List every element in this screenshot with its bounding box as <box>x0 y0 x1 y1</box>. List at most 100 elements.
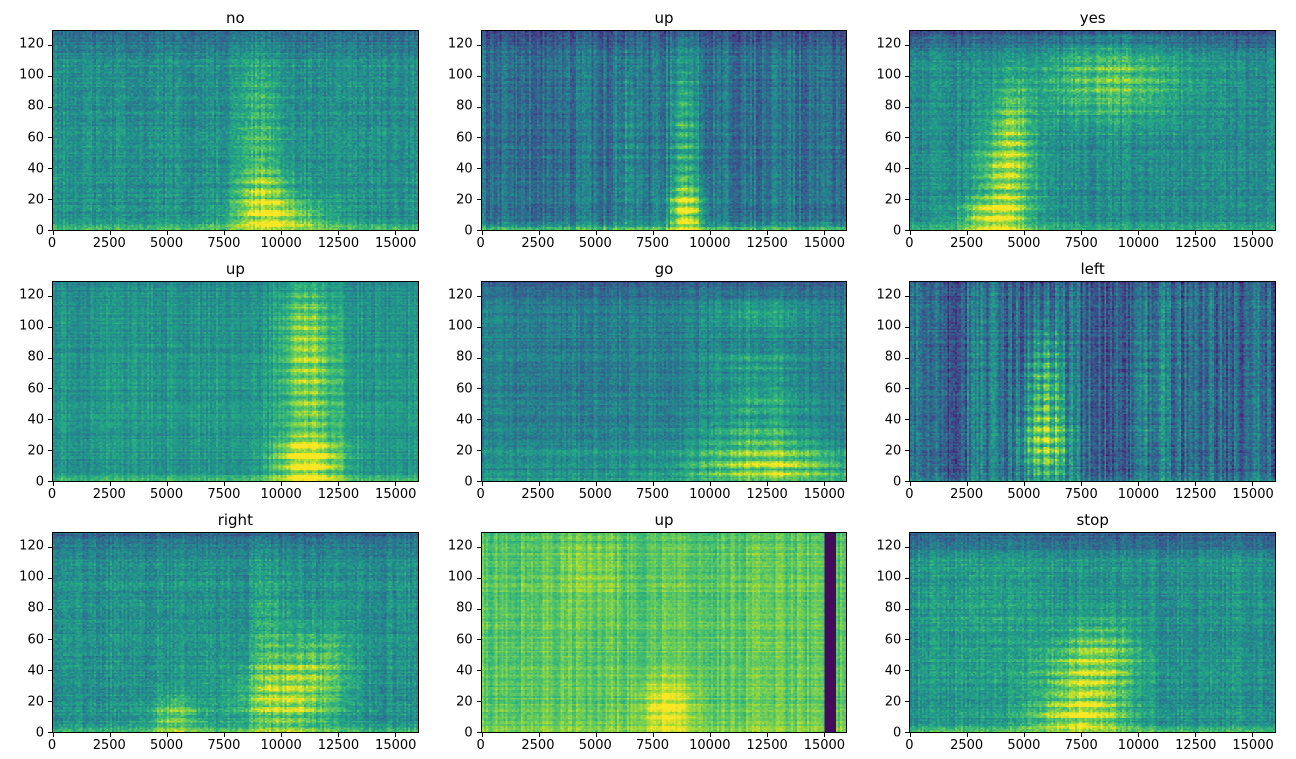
x-axis: 0 2500 5000 7500 10000 12500 15000 <box>48 482 419 506</box>
x-tick-mark <box>1138 231 1140 235</box>
subplot-1-up: up 0 20 40 60 80 100 120 0 2500 5000 7500 10000 12500… <box>433 4 862 255</box>
x-tick-label: 12500 <box>746 738 788 753</box>
x-tick-label: 5000 <box>578 738 612 753</box>
x-tick-mark <box>766 482 768 486</box>
x-tick-label: 7500 <box>635 236 670 251</box>
x-tick-label: 12500 <box>317 236 360 251</box>
y-tick-mark <box>48 481 52 482</box>
x-tick-mark <box>1024 231 1026 235</box>
spectrogram-heatmap <box>53 31 418 230</box>
x-tick-label: 12500 <box>746 487 788 502</box>
x-tick-mark <box>967 733 969 737</box>
plot-area <box>905 30 1276 235</box>
x-tick-label: 5000 <box>150 487 184 502</box>
subplot-title: yes <box>1079 9 1106 27</box>
y-tick-label: 80 <box>884 349 902 365</box>
y-tick-mark <box>48 230 52 231</box>
x-tick-label: 10000 <box>1117 236 1160 251</box>
y-tick-mark <box>905 639 910 641</box>
x-tick-mark <box>910 733 912 737</box>
subplot-5-left: left 0 20 40 60 80 100 120 0 2500 5000 7500 10000 125… <box>861 255 1290 506</box>
x-tick-mark <box>910 482 912 486</box>
plot-area <box>476 30 848 235</box>
x-tick-mark <box>337 482 339 486</box>
x-tick-label: 10000 <box>689 487 731 502</box>
y-tick-label: 80 <box>27 98 44 114</box>
y-tick-mark <box>476 577 481 579</box>
x-tick-mark <box>538 482 540 486</box>
x-tick-label: 12500 <box>1175 487 1217 502</box>
y-tick-mark <box>48 295 52 297</box>
x-tick-mark <box>223 482 225 486</box>
x-tick-label: 15000 <box>803 236 846 251</box>
plot-area <box>476 532 848 737</box>
x-tick-label: 7500 <box>207 487 241 502</box>
y-tick-mark <box>905 230 910 231</box>
x-tick-label: 0 <box>476 236 485 251</box>
plot-area <box>905 532 1276 737</box>
y-tick-label: 20 <box>27 694 44 710</box>
y-tick-mark <box>476 732 481 733</box>
x-tick-label: 10000 <box>260 487 302 502</box>
x-tick-label: 2500 <box>950 487 984 502</box>
subplot-title: stop <box>1076 511 1109 529</box>
x-tick-label: 10000 <box>689 236 731 251</box>
x-tick-mark <box>967 482 969 486</box>
x-tick-mark <box>823 733 825 737</box>
x-tick-label: 10000 <box>260 236 302 251</box>
x-tick-label: 12500 <box>317 738 360 753</box>
y-tick-label: 100 <box>876 67 902 83</box>
x-tick-mark <box>766 733 768 737</box>
x-tick-mark <box>109 733 111 737</box>
x-tick-label: 2500 <box>92 487 126 502</box>
y-tick-mark <box>476 419 481 421</box>
y-tick-mark <box>476 168 481 170</box>
y-tick-mark <box>476 388 481 390</box>
x-tick-label: 0 <box>476 738 485 753</box>
y-axis: 0 20 40 60 80 100 120 <box>433 30 481 238</box>
x-axis: 0 2500 5000 7500 10000 12500 15000 <box>905 482 1276 506</box>
x-tick-mark <box>1081 482 1083 486</box>
y-tick-label: 100 <box>447 318 473 334</box>
x-tick-label: 7500 <box>1064 236 1098 251</box>
x-axis: 0 2500 5000 7500 10000 12500 15000 <box>477 231 848 255</box>
y-tick-label: 100 <box>19 67 44 83</box>
y-tick-label: 120 <box>447 36 473 52</box>
y-tick-mark <box>476 75 481 77</box>
spectrogram-heatmap <box>481 282 847 481</box>
y-tick-label: 40 <box>884 161 902 177</box>
y-tick-mark <box>48 577 52 579</box>
x-tick-label: 10000 <box>260 738 302 753</box>
subplot-title: up <box>654 511 674 529</box>
x-axis: 0 2500 5000 7500 10000 12500 15000 <box>477 733 848 757</box>
x-tick-mark <box>280 733 282 737</box>
x-tick-mark <box>53 231 54 235</box>
x-tick-label: 5000 <box>578 487 612 502</box>
y-tick-label: 40 <box>27 663 44 679</box>
y-tick-label: 100 <box>447 569 473 585</box>
x-tick-mark <box>223 231 225 235</box>
y-tick-mark <box>476 199 481 201</box>
y-tick-mark <box>905 106 910 108</box>
x-tick-mark <box>595 482 597 486</box>
y-axis: 0 20 40 60 80 100 120 <box>433 532 481 740</box>
plot-area <box>48 532 419 737</box>
y-tick-mark <box>905 670 910 672</box>
y-tick-label: 0 <box>893 223 902 239</box>
y-tick-label: 100 <box>876 569 902 585</box>
y-tick-mark <box>905 732 910 733</box>
y-tick-label: 0 <box>35 223 44 239</box>
x-tick-mark <box>538 231 540 235</box>
x-tick-mark <box>280 231 282 235</box>
x-axis: 0 2500 5000 7500 10000 12500 15000 <box>905 733 1276 757</box>
x-tick-mark <box>652 733 654 737</box>
subplot-0-no: no 0 20 40 60 80 100 120 0 2500 5000 7500 10000 12500… <box>4 4 433 255</box>
subplot-title: up <box>654 9 674 27</box>
y-tick-mark <box>48 44 52 46</box>
x-tick-label: 2500 <box>950 738 984 753</box>
subplot-2-yes: yes 0 20 40 60 80 100 120 0 2500 5000 7500 10000 1250… <box>861 4 1290 255</box>
y-tick-label: 20 <box>456 192 473 208</box>
x-tick-label: 12500 <box>317 487 360 502</box>
x-tick-label: 0 <box>905 236 914 251</box>
y-tick-mark <box>48 608 52 610</box>
